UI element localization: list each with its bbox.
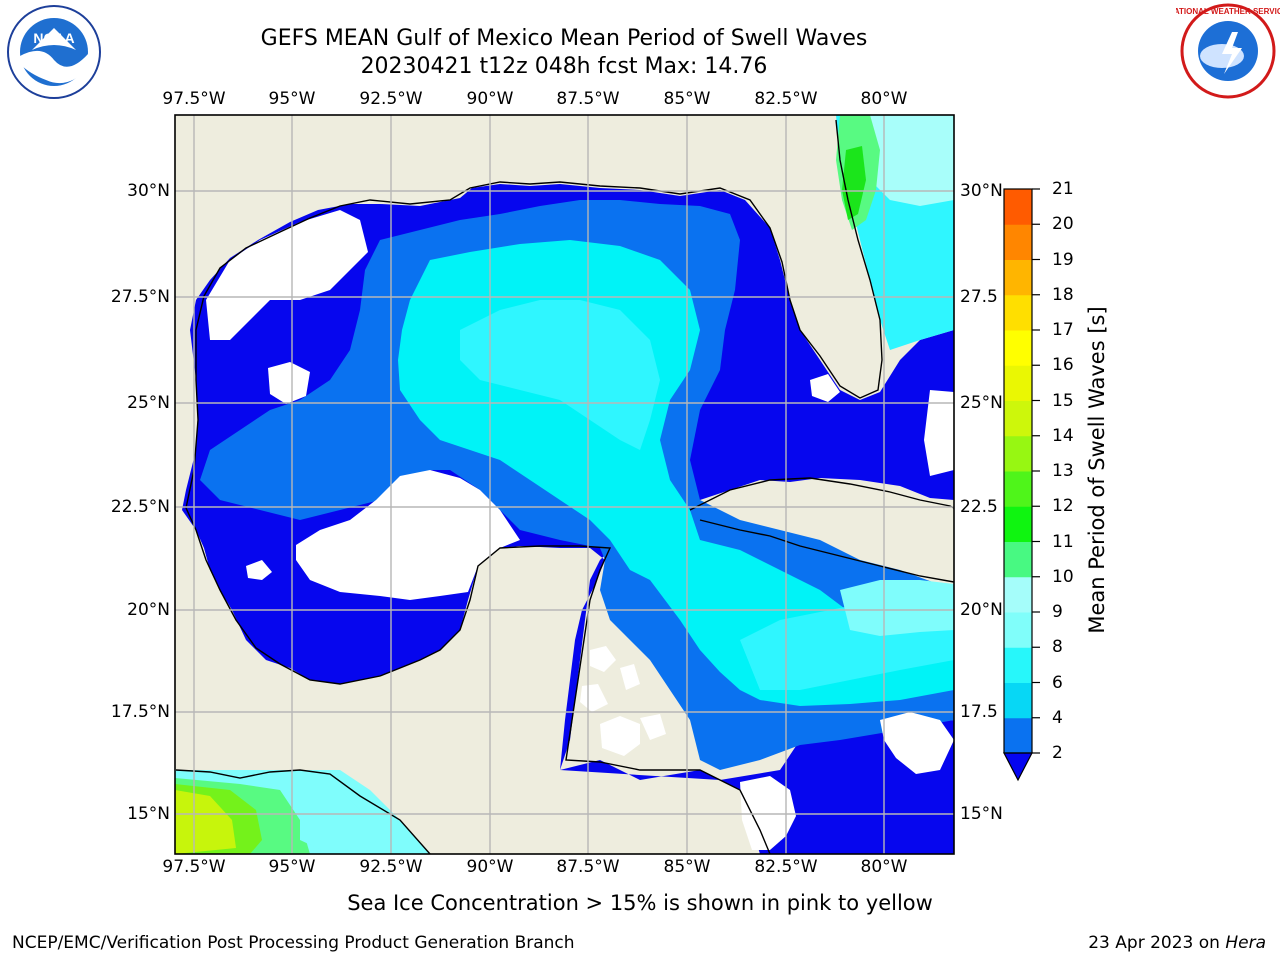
lat-tick-left: 15°N — [127, 804, 170, 824]
colorbar-swatch — [1004, 541, 1032, 578]
footer-date: 23 Apr 2023 on Hera — [1088, 933, 1266, 953]
map-field — [175, 115, 954, 854]
lat-tick-right: 27.5 — [960, 287, 998, 307]
colorbar — [1004, 188, 1040, 754]
lat-tick-left: 30°N — [127, 181, 170, 201]
colorbar-swatch — [1004, 576, 1032, 613]
coastlines — [175, 119, 954, 854]
colorbar-swatch — [1004, 682, 1032, 719]
colorbar-tick: 10 — [1052, 566, 1074, 587]
pacific-swell-8b — [300, 790, 380, 854]
footer-date-text: 23 Apr 2023 on — [1088, 933, 1226, 953]
lat-tick-right: 22.5 — [960, 497, 998, 517]
colorbar-swatch — [1004, 259, 1032, 296]
colorbar-swatch — [1004, 294, 1032, 331]
colorbar-swatch — [1004, 330, 1032, 366]
chart-title: GEFS MEAN Gulf of Mexico Mean Period of … — [260, 26, 868, 51]
swell-level-8-east — [840, 580, 954, 636]
nodata-center-west — [296, 470, 520, 600]
lat-tick-left: 20°N — [127, 600, 170, 620]
lon-tick-bottom: 95°W — [268, 857, 316, 877]
colorbar-tick: 8 — [1052, 637, 1063, 658]
lat-tick-left: 22.5°N — [110, 497, 170, 517]
colorbar-swatch — [1004, 647, 1032, 683]
pacific-swell-13 — [175, 790, 236, 854]
nodata-nw-shelf — [206, 210, 368, 340]
colorbar-tick: 20 — [1052, 214, 1074, 235]
colorbar-swatch — [1004, 612, 1032, 648]
colorbar-tick: 18 — [1052, 284, 1074, 305]
colorbar-tick: 19 — [1052, 249, 1074, 270]
colorbar-tick: 16 — [1052, 355, 1074, 376]
colorbar-swatch — [1004, 400, 1032, 437]
colorbar-tick: 9 — [1052, 602, 1063, 622]
colorbar-swatch — [1004, 224, 1032, 260]
colorbar-tick: 21 — [1052, 179, 1074, 199]
noaa-logo-text: NOAA — [33, 30, 74, 46]
colorbar-swatch — [1004, 471, 1032, 507]
lon-tick-top: 82.5°W — [754, 89, 818, 109]
colorbar-swatch — [1004, 365, 1032, 401]
lat-tick-right: 15°N — [960, 804, 1003, 824]
colorbar-tick: 14 — [1052, 425, 1074, 446]
lat-tick-right: 25°N — [960, 393, 1003, 413]
nodata-cayman — [810, 374, 954, 774]
nws-logo-text: NATIONAL WEATHER SERVICE — [1176, 7, 1280, 16]
lon-tick-top: 90°W — [466, 89, 514, 109]
lon-tick-bottom: 85°W — [663, 857, 711, 877]
colorbar-tick: 17 — [1052, 320, 1074, 340]
nws-logo: NATIONAL WEATHER SERVICE — [1176, 3, 1280, 99]
nodata-yucatan-channel — [580, 646, 666, 756]
map-gridlines — [175, 115, 954, 854]
footer-credit: NCEP/EMC/Verification Post Processing Pr… — [12, 933, 575, 953]
lat-tick-right: 17.5 — [960, 702, 998, 722]
lon-tick-bottom: 92.5°W — [359, 857, 423, 877]
footer-machine: Hera — [1225, 933, 1266, 953]
nodata-big-bend — [740, 776, 796, 850]
colorbar-tick: 11 — [1052, 531, 1074, 552]
colorbar-frame — [1003, 188, 1033, 754]
chart-subtitle: 20230421 t12z 048h fcst Max: 14.76 — [360, 54, 768, 79]
lat-tick-right: 30°N — [960, 181, 1003, 201]
map-frame — [174, 114, 955, 855]
colorbar-tick: 13 — [1052, 461, 1074, 481]
lon-tick-bottom: 80°W — [860, 857, 908, 877]
noaa-logo: NOAA — [7, 5, 101, 99]
nodata-west-blob — [268, 362, 310, 404]
lon-tick-top: 92.5°W — [359, 89, 423, 109]
colorbar-tick: 2 — [1052, 743, 1063, 763]
colorbar-extend-arrow — [1003, 752, 1033, 782]
colorbar-swatch — [1004, 435, 1032, 472]
lat-tick-left: 27.5°N — [110, 287, 170, 307]
lon-tick-bottom: 90°W — [466, 857, 514, 877]
swell-level-6 — [460, 300, 660, 450]
colorbar-swatch — [1004, 506, 1032, 542]
colorbar-tick: 12 — [1052, 496, 1074, 517]
lon-tick-bottom: 82.5°W — [754, 857, 818, 877]
lat-tick-right: 20°N — [960, 600, 1003, 620]
nodata-sw-small — [246, 560, 272, 580]
sea-ice-note: Sea Ice Concentration > 15% is shown in … — [347, 891, 933, 915]
lat-tick-left: 17.5°N — [110, 702, 170, 722]
colorbar-swatch — [1004, 717, 1032, 754]
colorbar-tick: 4 — [1052, 707, 1063, 728]
colorbar-tick: 15 — [1052, 390, 1074, 411]
lon-tick-top: 80°W — [860, 89, 908, 109]
lon-tick-top: 87.5°W — [556, 89, 620, 109]
colorbar-tick: 6 — [1052, 672, 1063, 693]
colorbar-swatch — [1004, 189, 1032, 225]
lon-tick-top: 95°W — [268, 89, 316, 109]
colorbar-label: Mean Period of Swell Waves [s] — [1085, 306, 1109, 634]
lat-tick-left: 25°N — [127, 393, 170, 413]
lon-tick-top: 97.5°W — [162, 89, 226, 109]
lon-tick-bottom: 97.5°W — [162, 857, 226, 877]
lon-tick-top: 85°W — [663, 89, 711, 109]
lon-tick-bottom: 87.5°W — [556, 857, 620, 877]
